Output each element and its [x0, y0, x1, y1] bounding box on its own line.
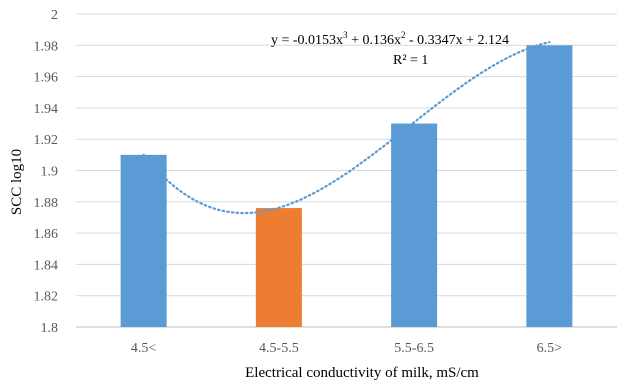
bars	[120, 45, 573, 328]
y-tick-label: 1.96	[34, 71, 59, 86]
y-tick-label: 1.8	[41, 321, 59, 336]
bar	[526, 45, 573, 328]
y-tick-label: 2	[51, 8, 58, 23]
bar	[391, 123, 438, 327]
y-tick-label: 1.92	[34, 133, 59, 148]
r-squared-label: R² = 1	[393, 53, 428, 68]
x-axis-title: Electrical conductivity of milk, mS/cm	[245, 365, 479, 381]
y-tick-label: 1.82	[34, 290, 59, 305]
y-axis-ticks: 1.8 1.82 1.84 1.86 1.88 1.9 1.92 1.94 1.96 1.98 2	[34, 8, 59, 336]
trendline	[142, 41, 551, 215]
x-tick-label: 5.5-6.5	[394, 341, 434, 356]
y-axis-title: SCC log10	[9, 149, 25, 215]
trendline-equation: y = -0.0153x3 + 0.136x2 - 0.3347x + 2.12…	[271, 30, 509, 48]
x-tick-label: 4.5<	[131, 341, 157, 356]
x-tick-label: 4.5-5.5	[259, 341, 299, 356]
y-tick-label: 1.84	[34, 258, 59, 273]
y-tick-label: 1.9	[41, 165, 59, 180]
y-tick-label: 1.86	[34, 227, 59, 242]
y-tick-label: 1.88	[34, 196, 59, 211]
x-axis-ticks: 4.5< 4.5-5.5 5.5-6.5 6.5>	[131, 341, 562, 356]
y-tick-label: 1.94	[34, 102, 59, 117]
bar	[255, 208, 302, 327]
bar	[120, 154, 167, 327]
y-tick-label: 1.98	[34, 39, 59, 54]
x-tick-label: 6.5>	[537, 341, 563, 356]
